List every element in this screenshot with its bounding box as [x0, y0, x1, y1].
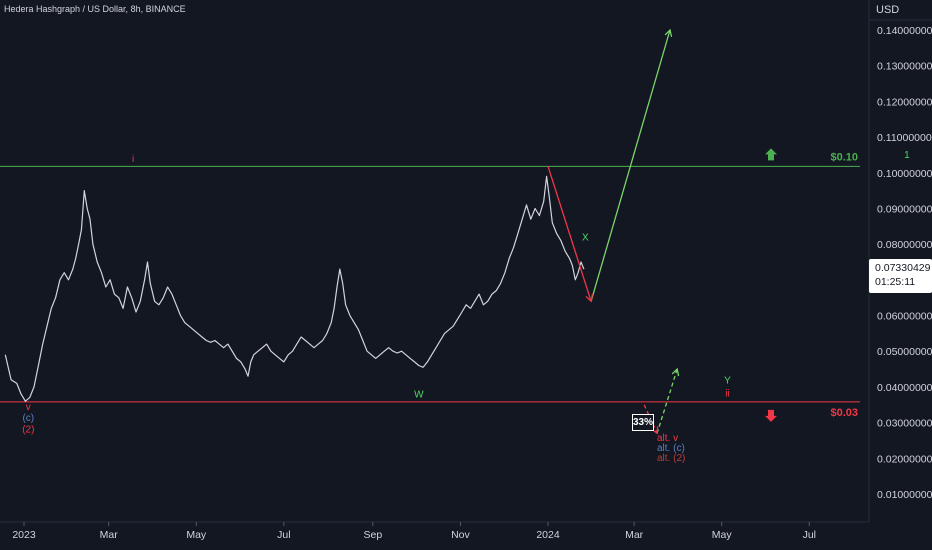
projection-arrowhead: [664, 28, 673, 37]
x-tick-label: Mar: [100, 529, 119, 541]
wave-label: Y: [724, 375, 731, 386]
y-tick-label: 0.11000000: [877, 132, 932, 144]
lower-level-label: $0.03: [830, 407, 858, 419]
price-series-line: [4, 175, 585, 402]
x-tick-label: May: [712, 529, 733, 541]
x-tick-label: Jul: [803, 529, 816, 541]
y-tick-label: 0.10000000: [877, 168, 932, 180]
down-arrow-icon: [765, 409, 777, 422]
y-tick-label: 0.01000000: [877, 489, 932, 501]
wave-label: W: [414, 390, 424, 401]
y-tick-label: 0.03000000: [877, 418, 932, 430]
probability-box: 33%: [632, 414, 654, 431]
y-tick-label: 0.12000000: [877, 96, 932, 108]
chart-legend: Hedera Hashgraph / US Dollar, 8h, BINANC…: [4, 4, 186, 14]
projection-line: [656, 368, 678, 434]
bar-countdown: 01:25:11: [875, 276, 916, 288]
projection-arrowhead: [671, 367, 680, 377]
x-tick-label: 2023: [12, 529, 36, 541]
x-tick-label: 2024: [536, 529, 560, 541]
y-tick-label: 0.08000000: [877, 239, 932, 251]
x-tick-label: Sep: [364, 529, 383, 541]
alt-wave-label: alt. (2): [657, 453, 685, 464]
wave-label: v: [26, 402, 31, 413]
y-tick-label: 0.13000000: [877, 61, 932, 73]
x-tick-label: May: [186, 529, 207, 541]
x-tick-label: Nov: [451, 529, 470, 541]
y-tick-label: 0.14000000: [877, 25, 932, 37]
alt-wave-label: alt. (c): [657, 443, 685, 454]
alt-wave-label: alt. v: [657, 433, 678, 444]
wave-label: X: [582, 233, 589, 244]
last-price-value: 0.07330429: [875, 262, 931, 274]
currency-label[interactable]: USD: [876, 4, 900, 16]
x-tick-label: Jul: [277, 529, 290, 541]
projection-line: [590, 29, 671, 302]
last-price-box: 0.07330429 01:25:11: [869, 259, 932, 293]
projection-arrowhead: [585, 294, 594, 303]
y-tick-label: 0.05000000: [877, 346, 932, 358]
y-tick-label: 0.02000000: [877, 453, 932, 465]
y-tick-label: 0.04000000: [877, 382, 932, 394]
wave-label: (2): [22, 424, 34, 435]
wave-label: i: [132, 154, 134, 165]
upper-level-label: $0.10: [830, 151, 858, 163]
projection-line: [547, 166, 592, 302]
wave-label: (c): [22, 413, 34, 424]
wave-label: ii: [725, 389, 729, 400]
up-arrow-icon: [765, 148, 777, 161]
y-tick-label: 0.06000000: [877, 311, 932, 323]
wave-label: 1: [904, 150, 910, 161]
x-tick-label: Mar: [625, 529, 644, 541]
y-tick-label: 0.09000000: [877, 203, 932, 215]
